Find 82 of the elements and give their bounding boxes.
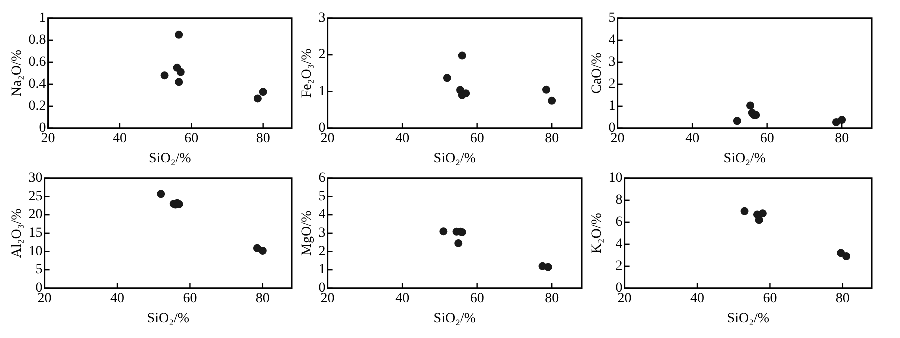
y-tick-label: 3 [318,226,326,242]
x-axis-title: SiO₂/% [434,151,476,166]
point [254,94,262,103]
point [544,263,552,272]
point [176,68,185,76]
y-tick-label: 2 [318,244,326,260]
y-tick-label: 8 [616,193,623,208]
y-axis-title: Na₂O/% [10,50,26,97]
y-axis-title: K₂O/% [590,212,606,254]
point [259,88,268,96]
y-tick-label: 4 [616,237,623,252]
point [258,247,267,255]
point [842,252,851,260]
point [454,239,463,248]
y-tick-label: 6 [616,215,623,230]
y-tick-label: 1 [318,84,326,100]
y-tick-label: 0.2 [28,99,46,114]
x-tick-label: 60 [184,131,199,146]
point [733,117,742,126]
y-tick-label: 3 [318,11,326,26]
y-tick-label: 10 [608,171,623,186]
x-tick-label: 60 [763,291,778,306]
y-tick-label: 15 [28,226,43,242]
x-tick-label: 40 [686,131,700,146]
y-tick-label: 25 [28,189,43,204]
x-tick-label: 60 [183,291,198,306]
point [175,30,184,39]
y-tick-label: 1 [318,262,326,278]
point [160,72,169,80]
y-tick-label: 6 [318,171,326,186]
y-tick-label: 1 [39,11,46,26]
x-tick-label: 80 [545,131,560,146]
y-tick-label: 30 [28,171,43,186]
y-tick-label: 3 [608,55,616,70]
y-tick-label: 2 [318,48,326,63]
y-tick-label: 2 [616,259,623,274]
point [746,102,755,110]
x-tick-label: 80 [256,131,270,146]
y-tick-label: 5 [608,11,616,26]
x-tick-label: 80 [835,131,850,146]
y-tick-label: 20 [28,208,43,223]
point [443,74,452,82]
x-tick-label: 60 [470,291,484,306]
y-tick-label: 10 [28,244,43,260]
y-tick-label: 4 [608,33,616,48]
x-tick-label: 40 [110,291,125,306]
x-axis-title: SiO₂/% [727,311,770,326]
x-tick-label: 80 [545,291,560,306]
point [740,207,749,216]
y-axis-title: MgO/% [300,210,316,256]
point [758,210,767,218]
y-tick-label: 0.4 [28,77,46,92]
point [548,96,556,105]
x-tick-label: 40 [396,131,410,146]
x-tick-label: 40 [112,131,127,146]
y-axis-title: Fe₂O₃/% [300,48,316,98]
y-tick-label: 0.6 [28,55,46,70]
y-tick-label: 5 [318,189,326,204]
point [440,228,448,236]
point [542,86,550,94]
y-axis-title: Al₂O₃/% [10,208,26,258]
y-tick-label: 2 [608,77,616,92]
x-tick-label: 40 [690,291,705,306]
x-axis-title: SiO₂/% [724,151,766,166]
point [838,116,846,124]
point [458,52,466,60]
x-tick-label: 40 [396,291,410,306]
y-tick-label: 1 [608,99,616,114]
x-axis-title: SiO₂/% [147,311,190,326]
y-tick-label: 0.8 [28,33,46,48]
x-tick-label: 60 [760,131,774,146]
x-tick-label: 60 [470,131,484,146]
point [175,78,184,86]
y-tick-label: 4 [318,208,326,223]
y-axis-title: CaO/% [590,52,606,94]
y-tick-label: 5 [36,262,43,278]
x-axis-title: SiO₂/% [434,311,476,326]
point [755,216,764,224]
x-tick-label: 80 [836,291,850,306]
x-tick-label: 80 [256,291,270,306]
point [157,190,166,198]
x-axis-title: SiO₂/% [149,151,192,166]
